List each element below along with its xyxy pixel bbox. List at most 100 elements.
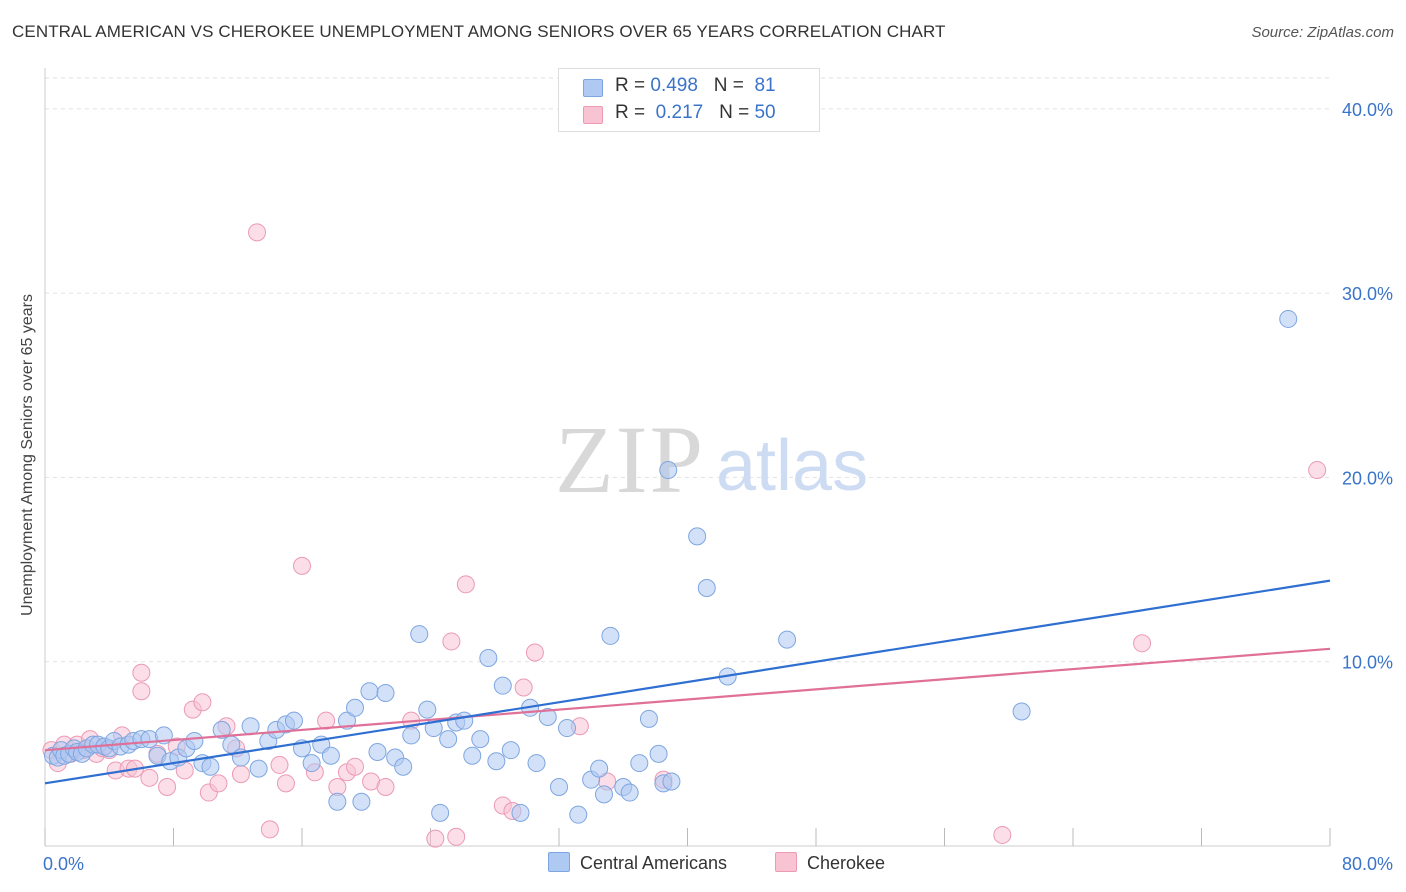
central-americans-point-83 [697, 579, 716, 597]
bottom-legend-swatch-cherokee [775, 852, 797, 872]
central-americans-point-85 [778, 630, 797, 649]
cherokee-point-47 [525, 643, 544, 662]
central-americans-point-58 [471, 730, 490, 749]
central-americans-point-26 [201, 757, 220, 776]
cherokee-point-28 [260, 820, 279, 839]
axes [44, 68, 1331, 847]
central-americans-point-54 [439, 730, 458, 749]
legend-r-label: R = [615, 102, 646, 123]
cherokee-point-15 [140, 768, 159, 787]
cherokee-point-31 [293, 556, 311, 575]
central-americans-point-44 [360, 682, 379, 701]
central-americans-point-73 [601, 626, 620, 645]
central-americans-point-86 [1012, 702, 1031, 721]
central-americans-point-49 [402, 726, 421, 745]
cherokee-point-17 [158, 778, 177, 797]
bottom-legend-swatch-central [548, 852, 570, 872]
bottom-legend-central: Central Americans [548, 852, 727, 874]
cherokee-point-40 [426, 829, 445, 848]
central-americans-point-79 [659, 461, 678, 480]
cherokee-point-53 [1308, 461, 1327, 480]
legend-swatch-cherokee [583, 106, 603, 124]
y-tick-label-3: 40.0% [1342, 100, 1393, 120]
cherokee-point-52 [1133, 634, 1152, 653]
central-americans-point-53 [431, 803, 450, 822]
central-americans-point-82 [688, 527, 707, 546]
legend-n-label: N = [713, 75, 744, 96]
cherokee-point-21 [193, 693, 212, 712]
central-americans-point-62 [501, 741, 520, 760]
tick-labels: 10.0% 20.0% 30.0% 40.0% 0.0% 80.0% [43, 100, 1393, 874]
central-americans-point-46 [376, 684, 395, 703]
legend-r-label: R = [615, 75, 646, 96]
grid-lines [45, 77, 1330, 663]
central-americans-point-67 [550, 778, 568, 797]
watermark-zip: ZIP [555, 406, 705, 513]
central-americans-point-78 [649, 744, 668, 763]
central-americans-points [44, 309, 1298, 824]
central-americans-point-51 [418, 700, 437, 719]
y-tick-label-2: 30.0% [1342, 284, 1393, 304]
legend-n-label: N = [719, 102, 750, 123]
bottom-legend-label-central: Central Americans [580, 853, 728, 873]
central-americans-point-31 [249, 759, 268, 778]
central-americans-point-35 [284, 711, 303, 730]
central-americans-point-71 [590, 759, 609, 778]
cherokee-point-33 [317, 711, 336, 730]
cherokee-point-23 [209, 774, 228, 793]
bottom-legend-label-cherokee: Cherokee [807, 853, 886, 873]
x-tick-label-0: 0.0% [43, 854, 84, 874]
central-americans-point-56 [455, 711, 474, 730]
central-americans-point-57 [463, 746, 482, 765]
central-americans-point-81 [662, 772, 681, 791]
chart-title: CENTRAL AMERICAN VS CHEROKEE UNEMPLOYMEN… [12, 22, 946, 41]
y-tick-label-0: 10.0% [1342, 653, 1393, 673]
cherokee-point-38 [376, 778, 395, 797]
trend-lines [44, 579, 1331, 785]
central-americans-point-30 [241, 717, 260, 736]
cherokee-point-29 [270, 755, 289, 774]
central-americans-point-48 [394, 757, 413, 776]
legend-r-value-central: 0.498 [650, 75, 698, 96]
cherokee-point-42 [447, 827, 466, 846]
central-americans-point-65 [527, 754, 546, 773]
central-americans-point-77 [639, 709, 658, 728]
central-americans-point-39 [321, 746, 340, 765]
central-americans-point-72 [594, 785, 613, 804]
central-americans-point-61 [493, 676, 512, 695]
watermark-atlas: atlas [716, 426, 868, 506]
central-americans-point-59 [479, 649, 498, 668]
legend-n-value-cherokee: 50 [754, 102, 776, 123]
y-tick-label-1: 20.0% [1342, 468, 1393, 488]
x-tick-label-1: 80.0% [1342, 854, 1393, 874]
central-americans-point-87 [1279, 309, 1298, 328]
cherokee-point-14 [132, 682, 151, 701]
central-americans-trend-line [44, 579, 1331, 785]
central-americans-point-43 [352, 792, 371, 811]
central-americans-point-69 [569, 805, 588, 824]
legend-swatch-central [583, 79, 603, 97]
cherokee-point-26 [231, 765, 250, 784]
central-americans-point-24 [185, 731, 204, 750]
legend-r-value-cherokee: 0.217 [655, 102, 704, 123]
central-americans-point-42 [346, 698, 365, 717]
central-americans-point-60 [487, 752, 506, 771]
cherokee-point-41 [442, 632, 461, 651]
central-americans-point-27 [212, 720, 231, 739]
cherokee-point-54 [132, 663, 151, 682]
central-americans-point-45 [368, 743, 387, 762]
correlation-legend: R = 0.498 N = 81 R = 0.217 N = 50 [558, 68, 820, 132]
cherokee-point-43 [456, 575, 475, 594]
central-americans-point-76 [630, 754, 649, 773]
central-americans-point-50 [410, 625, 429, 644]
cherokee-trend-line [44, 647, 1331, 752]
bottom-legend-cherokee: Cherokee [775, 852, 885, 874]
central-americans-point-37 [302, 754, 321, 773]
cherokee-point-30 [276, 774, 295, 793]
cherokee-point-46 [514, 678, 533, 697]
central-americans-point-66 [538, 708, 557, 726]
source-label: Source: ZipAtlas.com [1251, 24, 1394, 41]
central-americans-point-63 [511, 803, 530, 822]
central-americans-point-40 [328, 792, 347, 811]
